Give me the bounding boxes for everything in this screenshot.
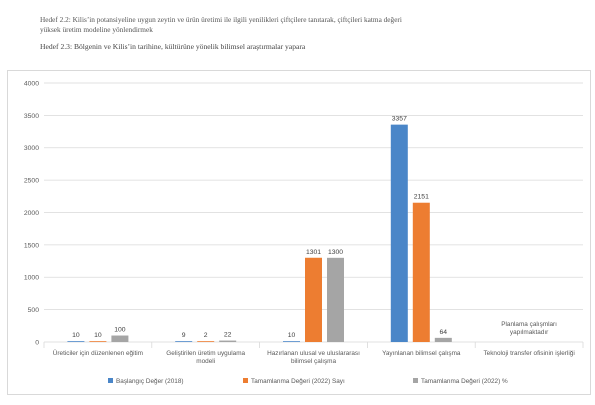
goal-2-3-heading: Hedef 2.3: Bölgenin ve Kilis’in tarihine…: [40, 42, 306, 51]
bar-series2-cat3: [305, 257, 322, 342]
y-tick-label: 1500: [24, 242, 39, 249]
bar-series3-cat2: [219, 340, 237, 342]
y-tick-label: 4000: [24, 80, 39, 87]
y-tick-label: 1000: [24, 275, 39, 282]
annotation-text: yapılmaktadır: [510, 329, 549, 336]
data-label: 10: [94, 332, 102, 339]
y-tick-label: 3500: [24, 113, 39, 120]
legend-swatch-series1: [108, 378, 113, 383]
bar-series3-cat4: [434, 337, 452, 342]
y-tick-label: 500: [28, 307, 40, 314]
legend-swatch-series2: [243, 378, 248, 383]
bar-series2-cat4: [412, 202, 430, 342]
data-label: 2: [204, 332, 208, 339]
bar-series3-cat3: [327, 257, 344, 342]
y-tick-label: 0: [35, 339, 39, 346]
bar-chart: 0 500 1000 1500 2000 2500 3000 3500 4000 10 9 10 335…: [7, 70, 591, 395]
data-label: 3357: [392, 116, 407, 123]
y-tick-label: 2500: [24, 178, 39, 185]
category-label: Teknoloji transfer ofisinin işlerliği: [483, 350, 574, 357]
data-label: 9: [182, 332, 186, 339]
category-label: Üreticiler için düzenlenen eğitim: [53, 349, 143, 357]
goal-2-2-text-line-2: yüksek üretim modeline yönlendirmek: [40, 25, 153, 34]
bar-series3-cat1: [111, 335, 129, 342]
bar-series1-cat3: [283, 341, 300, 342]
data-label: 2151: [414, 194, 429, 201]
legend-swatch-series3: [413, 378, 418, 383]
bar-series2-cat2: [197, 341, 215, 342]
category-label: bilimsel çalışma: [291, 358, 337, 365]
data-label: 10: [72, 332, 80, 339]
data-label: 64: [440, 329, 448, 336]
data-label: 1300: [328, 249, 343, 256]
bar-series2-cat1: [89, 341, 107, 342]
data-label: 1301: [306, 249, 321, 256]
category-label: Geliştirilen üretim uygulama: [166, 350, 245, 357]
data-label: 10: [288, 332, 296, 339]
legend-label: Tamamlanma Değeri (2022) %: [421, 378, 508, 385]
category-label: Yayınlanan bilimsel çalışma: [382, 350, 461, 357]
y-tick-label: 2000: [24, 210, 39, 217]
legend-label: Tamamlanma Değeri (2022) Sayı: [251, 378, 345, 385]
legend-label: Başlangıç Değer (2018): [116, 378, 184, 385]
data-label: 100: [114, 327, 126, 334]
bar-series1-cat1: [67, 341, 85, 342]
bar-series1-cat2: [175, 341, 193, 342]
goal-2-2-text-line-1: Hedef 2.2: Kilis’in potansiyeline uygun …: [40, 15, 402, 24]
y-tick-label: 3000: [24, 145, 39, 152]
bar-chart-svg: 0 500 1000 1500 2000 2500 3000 3500 4000 10 9 10 335…: [24, 80, 584, 385]
bar-series1-cat4: [390, 124, 408, 342]
category-label: Hazırlanan ulusal ve uluslararası: [267, 350, 360, 357]
data-label: 22: [224, 332, 232, 339]
annotation-text: Planlama çalışmları: [501, 321, 557, 328]
category-label: modeli: [196, 358, 215, 365]
